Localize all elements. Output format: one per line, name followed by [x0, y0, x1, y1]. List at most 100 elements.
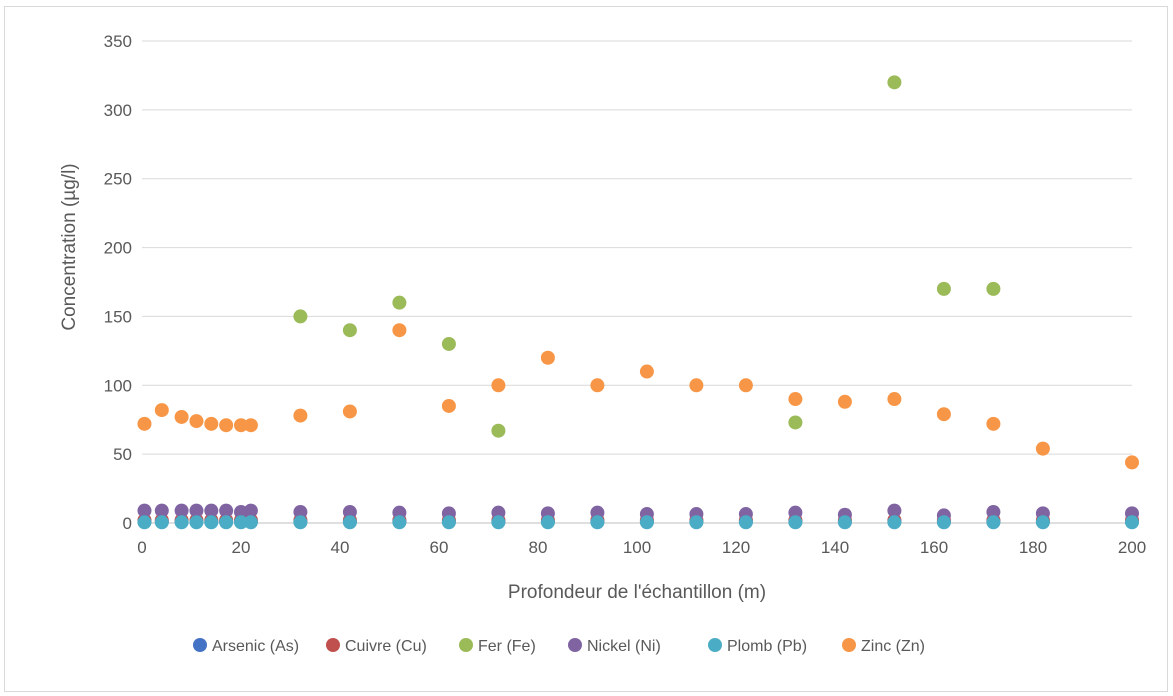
- data-point: [204, 515, 219, 530]
- data-point: [689, 378, 704, 393]
- data-point: [491, 505, 506, 520]
- data-point: [986, 281, 1001, 296]
- data-point: [204, 416, 219, 431]
- data-point: [137, 503, 152, 518]
- data-point: [986, 504, 1001, 519]
- data-point: [392, 295, 407, 310]
- y-axis-tick-labels: 0 50 100 150 200 250 300 350: [104, 32, 132, 533]
- legend-marker: [459, 638, 473, 652]
- data-point: [491, 423, 506, 438]
- data-point: [204, 503, 219, 518]
- data-point: [174, 409, 189, 424]
- x-axis-title: Profondeur de l'échantillon (m): [508, 582, 766, 603]
- data-point: [837, 515, 852, 530]
- data-point: [1035, 515, 1050, 530]
- data-point: [342, 404, 357, 419]
- data-point: [491, 515, 506, 530]
- x-axis-tick-labels: 0 20 40 60 80 100 120 140 160 180 200: [137, 538, 1146, 557]
- data-point: [174, 515, 189, 530]
- data-point: [540, 515, 555, 530]
- data-point: [243, 515, 258, 530]
- x-tick-label: 180: [1019, 538, 1047, 557]
- legend-marker: [708, 638, 722, 652]
- y-tick-label: 350: [104, 32, 132, 51]
- data-point: [590, 505, 605, 520]
- data-point: [590, 515, 605, 530]
- data-point: [590, 378, 605, 393]
- data-point: [738, 515, 753, 530]
- x-tick-label: 0: [137, 538, 146, 557]
- data-point: [837, 394, 852, 409]
- data-point: [639, 364, 654, 379]
- legend-label: Cuivre (Cu): [345, 638, 427, 655]
- data-point: [540, 350, 555, 365]
- data-point: [936, 407, 951, 422]
- y-axis-title: Concentration (µg/l): [59, 163, 80, 330]
- data-point: [189, 515, 204, 530]
- x-tick-label: 20: [232, 538, 251, 557]
- data-point: [293, 504, 308, 519]
- legend-marker: [842, 638, 856, 652]
- data-point: [342, 504, 357, 519]
- x-tick-label: 200: [1118, 538, 1146, 557]
- data-point: [936, 281, 951, 296]
- data-point: [441, 336, 456, 351]
- gridlines: [142, 40, 1132, 524]
- legend-item: Arsenic (As): [193, 638, 299, 655]
- legend-label: Arsenic (As): [212, 638, 299, 655]
- y-tick-label: 200: [104, 239, 132, 258]
- chart-area: 0 50 100 150 200 250 300 350 0 20 40 60 80 100 120 140…: [4, 6, 1168, 692]
- legend-item: Cuivre (Cu): [326, 638, 427, 655]
- data-point: [738, 378, 753, 393]
- chart-svg: 0 50 100 150 200 250 300 350 0 20 40 60 80 100 120 140…: [59, 32, 1146, 655]
- legend-marker: [193, 638, 207, 652]
- data-point: [936, 515, 951, 530]
- data-point: [1125, 515, 1139, 530]
- data-point: [887, 75, 902, 90]
- data-point: [986, 515, 1001, 530]
- data-point: [243, 418, 258, 433]
- data-point: [887, 503, 902, 518]
- data-point: [639, 515, 654, 530]
- data-point: [154, 403, 169, 418]
- data-point: [392, 323, 407, 338]
- data-point: [788, 515, 803, 530]
- data-point: [392, 515, 407, 530]
- y-tick-label: 150: [104, 307, 132, 326]
- x-tick-label: 40: [331, 538, 350, 557]
- legend-marker: [326, 638, 340, 652]
- data-point: [243, 503, 258, 518]
- data-point: [392, 505, 407, 520]
- data-point: [293, 515, 308, 530]
- data-point: [441, 515, 456, 530]
- data-point: [293, 309, 308, 324]
- data-point: [174, 503, 189, 518]
- legend-item: Zinc (Zn): [842, 638, 925, 655]
- y-tick-label: 50: [113, 445, 132, 464]
- x-tick-label: 100: [623, 538, 651, 557]
- data-point: [154, 515, 169, 530]
- data-point: [342, 323, 357, 338]
- data-point: [189, 414, 204, 429]
- legend-item: Plomb (Pb): [708, 638, 807, 655]
- data-point: [137, 515, 152, 530]
- data-point: [887, 515, 902, 530]
- data-point: [219, 503, 234, 518]
- legend-label: Plomb (Pb): [727, 638, 807, 655]
- y-tick-label: 100: [104, 376, 132, 395]
- data-point: [234, 418, 248, 433]
- x-tick-label: 160: [920, 538, 948, 557]
- legend-label: Nickel (Ni): [587, 638, 661, 655]
- data-point: [219, 418, 234, 433]
- legend-label: Zinc (Zn): [861, 638, 925, 655]
- data-point: [441, 398, 456, 413]
- legend-marker: [568, 638, 582, 652]
- data-point: [342, 515, 357, 530]
- data-point: [234, 515, 248, 530]
- x-tick-label: 80: [529, 538, 548, 557]
- data-point: [154, 503, 169, 518]
- legend-label: Fer (Fe): [478, 638, 536, 655]
- data-point: [1125, 455, 1139, 470]
- y-tick-label: 0: [123, 514, 132, 533]
- data-point: [788, 415, 803, 430]
